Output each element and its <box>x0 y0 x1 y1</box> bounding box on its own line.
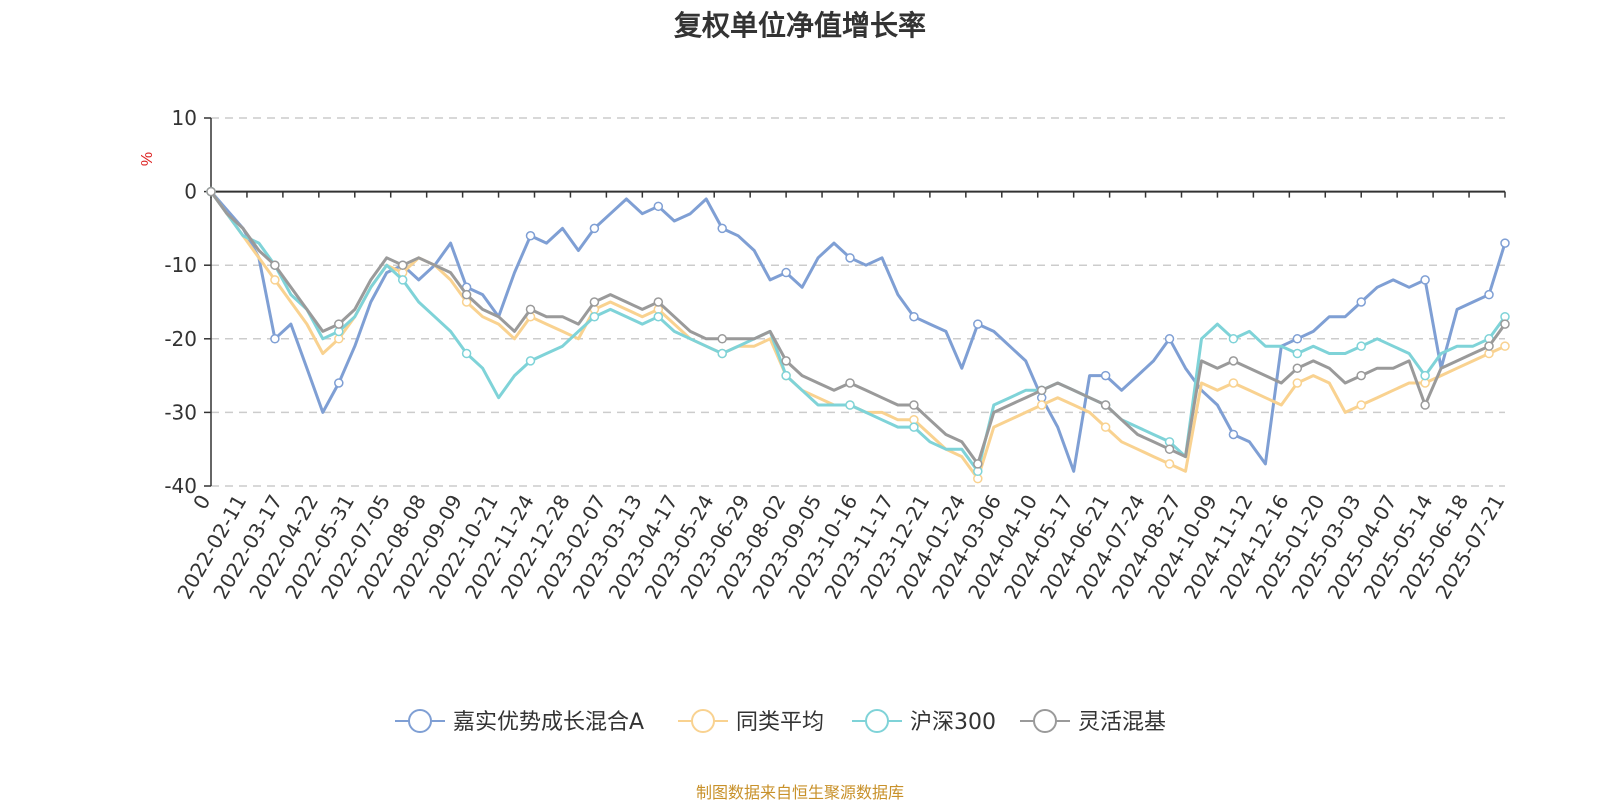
y-axis-label: % <box>139 152 156 166</box>
legend-marker <box>1033 709 1057 733</box>
series-marker <box>1500 238 1510 248</box>
y-tick-label: -20 <box>164 327 197 351</box>
series-marker <box>717 223 727 234</box>
series-line <box>209 190 1507 473</box>
y-tick-label: -40 <box>164 474 197 498</box>
series-marker <box>334 319 344 329</box>
series-marker <box>397 275 408 285</box>
series-marker <box>653 297 664 307</box>
series-marker <box>909 422 919 432</box>
series-marker <box>781 356 791 366</box>
series-marker <box>781 267 791 278</box>
series-marker <box>909 400 919 410</box>
legend-label: 嘉实优势成长混合A <box>453 710 644 735</box>
series-marker <box>973 459 983 469</box>
legend-label: 沪深300 <box>910 710 996 735</box>
series-marker <box>206 186 216 197</box>
series-line <box>209 190 1507 466</box>
series-marker <box>589 223 600 234</box>
legend-marker <box>691 709 715 733</box>
series-marker <box>1228 356 1239 366</box>
source-note: 制图数据来自恒生聚源数据库 <box>695 783 904 802</box>
series-marker <box>589 311 600 322</box>
series-marker <box>1292 363 1303 373</box>
series-marker <box>1100 422 1111 432</box>
x-tick-label: 0 <box>188 491 215 514</box>
series-marker <box>717 334 727 344</box>
legend-label: 同类平均 <box>736 710 824 735</box>
legend-marker <box>865 709 889 733</box>
series-marker <box>845 253 855 263</box>
series-marker <box>270 334 280 344</box>
series-marker <box>397 260 408 270</box>
series-marker <box>717 348 727 359</box>
series-marker <box>1036 400 1047 410</box>
series-marker <box>1356 370 1366 381</box>
series-marker <box>1356 400 1366 410</box>
legend-marker <box>408 709 432 733</box>
series-marker <box>1164 334 1175 344</box>
series-marker <box>1500 341 1510 351</box>
y-tick-label: 0 <box>184 180 197 204</box>
series-marker <box>973 319 983 329</box>
series-marker <box>270 260 280 270</box>
y-tick-label: -10 <box>164 253 197 277</box>
series-marker <box>1292 334 1303 344</box>
series-marker <box>1228 334 1239 344</box>
series-line <box>209 190 1507 473</box>
y-tick-label: -30 <box>164 400 197 424</box>
series-marker <box>1036 385 1047 396</box>
series-marker <box>1228 429 1239 440</box>
series-marker <box>525 356 536 366</box>
legend-label: 灵活混基 <box>1078 710 1166 735</box>
series-marker <box>1420 275 1430 285</box>
series-marker <box>1356 341 1366 351</box>
series-marker <box>334 378 344 388</box>
series-marker <box>845 400 855 410</box>
series-marker <box>1292 348 1303 359</box>
series-marker <box>781 370 791 381</box>
series-marker <box>525 231 536 241</box>
chart-title: 复权单位净值增长率 <box>673 9 926 42</box>
series-marker <box>1228 378 1239 388</box>
series-marker <box>1420 370 1430 381</box>
series-marker <box>1164 459 1175 469</box>
series-marker <box>653 311 664 322</box>
series-marker <box>461 348 472 359</box>
series-marker <box>1484 341 1494 351</box>
series-marker <box>461 289 472 300</box>
series-line <box>209 190 1506 481</box>
series-marker <box>270 275 280 285</box>
series-marker <box>845 378 855 388</box>
series-marker <box>909 311 919 322</box>
series-marker <box>589 297 600 307</box>
series-marker <box>1100 400 1111 410</box>
y-tick-label: 10 <box>172 106 197 130</box>
series-marker <box>1100 370 1111 381</box>
series-marker <box>1500 319 1510 329</box>
series-marker <box>1292 378 1303 388</box>
series-marker <box>1420 400 1430 410</box>
series-marker <box>653 201 664 212</box>
series-marker <box>525 304 536 315</box>
series-marker <box>1484 289 1494 300</box>
series-marker <box>1356 297 1366 307</box>
series-marker <box>1164 444 1175 454</box>
